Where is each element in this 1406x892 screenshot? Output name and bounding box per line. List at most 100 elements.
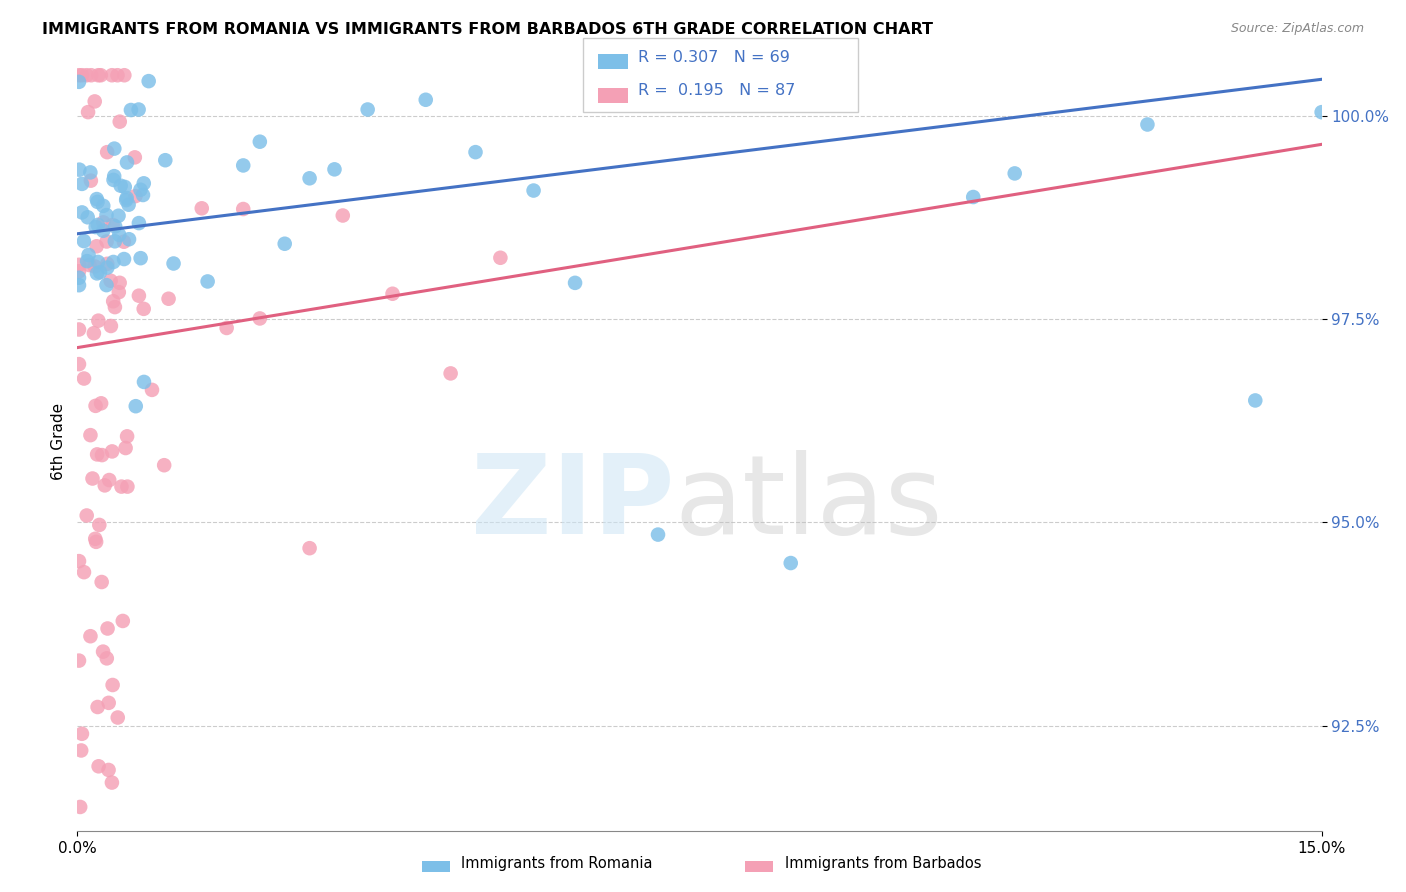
Point (101, 678, 124, 692)
Point (86, 447, 108, 461)
Point (464, 145, 486, 160)
Point (103, 294, 125, 309)
Point (80, 68, 103, 82)
Point (96, 278, 118, 293)
Point (110, 178, 132, 193)
Point (647, 527, 669, 541)
Point (84, 534, 107, 549)
Point (87, 68, 110, 82)
Point (79, 428, 101, 442)
Point (76, 211, 98, 225)
Point (114, 441, 136, 455)
Point (108, 227, 131, 242)
Point (104, 300, 127, 314)
Point (90, 68, 112, 82)
Point (155, 153, 177, 168)
Point (70, 177, 93, 191)
Point (91, 224, 114, 238)
Point (108, 285, 129, 300)
Text: ZIP: ZIP (471, 450, 675, 557)
Point (91, 448, 114, 462)
Point (91, 645, 114, 659)
Point (132, 375, 155, 389)
Point (96, 145, 118, 160)
Point (138, 74, 160, 88)
Point (96, 208, 118, 222)
Point (82, 471, 104, 485)
Point (323, 162, 346, 177)
Point (76, 508, 98, 523)
Point (128, 289, 150, 303)
Point (197, 275, 219, 289)
Point (83, 326, 105, 341)
Point (1004, 166, 1026, 180)
Point (132, 177, 155, 191)
Point (77, 105, 100, 120)
Point (86, 194, 108, 209)
Point (120, 103, 142, 117)
Point (79, 165, 101, 179)
Point (110, 480, 132, 494)
Point (67, 270, 90, 285)
Point (118, 232, 141, 246)
Text: R =  0.195   N = 87: R = 0.195 N = 87 (638, 83, 796, 98)
Point (84, 220, 107, 235)
Point (298, 171, 321, 186)
Point (86, 239, 108, 253)
Point (86, 266, 108, 280)
Point (70, 68, 93, 82)
Point (779, 556, 801, 570)
Point (115, 429, 138, 443)
Point (79, 258, 101, 272)
Point (103, 169, 125, 183)
Point (91, 215, 114, 229)
Point (162, 256, 184, 270)
Point (103, 142, 125, 156)
Point (1244, 393, 1267, 408)
Point (132, 188, 155, 202)
Point (91, 199, 114, 213)
Text: Immigrants from Romania: Immigrants from Romania (461, 856, 652, 871)
Point (117, 197, 139, 211)
Point (79, 629, 101, 643)
Point (98, 473, 121, 487)
Point (69, 800, 91, 814)
Point (67, 264, 90, 278)
Point (1136, 118, 1159, 132)
Point (89, 517, 111, 532)
Point (67, 654, 90, 668)
Point (108, 114, 131, 128)
Point (73, 371, 96, 385)
Point (86, 192, 108, 206)
Point (104, 235, 127, 249)
Point (274, 236, 297, 251)
Point (101, 68, 124, 82)
Point (83, 260, 105, 274)
Text: atlas: atlas (675, 450, 943, 557)
Point (67, 322, 90, 336)
Point (97, 622, 120, 636)
Point (439, 367, 461, 381)
Point (73, 565, 96, 579)
Point (357, 103, 380, 117)
Point (215, 321, 238, 335)
Point (104, 219, 127, 234)
Point (153, 458, 176, 473)
Point (141, 383, 163, 397)
Text: R = 0.307   N = 69: R = 0.307 N = 69 (638, 50, 790, 64)
Point (125, 399, 148, 413)
Point (87, 759, 110, 773)
Point (107, 209, 129, 223)
Point (70, 727, 93, 741)
Point (124, 150, 146, 164)
Point (101, 218, 124, 232)
Point (101, 775, 124, 789)
Point (962, 190, 984, 204)
Point (101, 444, 124, 458)
Point (70, 743, 93, 757)
Point (249, 135, 271, 149)
Point (86, 700, 108, 714)
Point (84, 532, 107, 546)
Point (96, 235, 118, 249)
Point (107, 710, 129, 724)
